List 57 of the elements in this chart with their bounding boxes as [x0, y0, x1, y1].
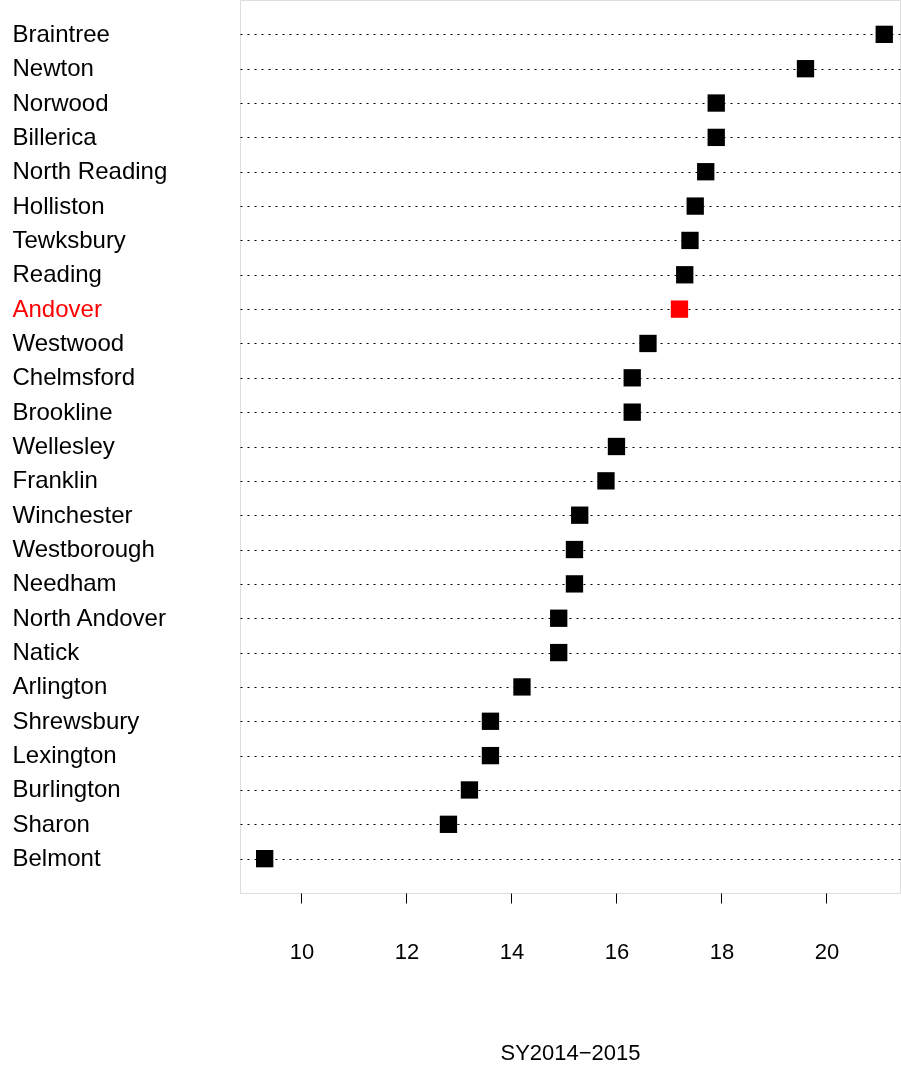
point	[676, 266, 694, 284]
point	[623, 403, 641, 421]
point	[686, 197, 704, 215]
y-tick-label: Westwood	[12, 328, 125, 356]
point	[670, 300, 689, 318]
y-tick-label: Brookline	[12, 397, 113, 425]
x-tick-label: 16	[604, 938, 630, 964]
y-tick-label: Norwood	[12, 88, 109, 116]
y-tick-label: North Reading	[12, 157, 168, 185]
y-tick-label: Newton	[12, 54, 94, 82]
point	[565, 575, 584, 593]
y-tick-label: Arlington	[12, 672, 108, 700]
point	[875, 25, 893, 44]
y-tick-label: Chelmsford	[12, 363, 136, 391]
point	[597, 472, 615, 490]
point	[639, 334, 657, 353]
point	[697, 163, 715, 181]
x-tick-label: 12	[394, 938, 420, 964]
y-tick-label: North Andover	[12, 603, 166, 631]
point	[681, 231, 699, 250]
point	[256, 849, 274, 868]
y-tick-label: Shrewsbury	[12, 706, 140, 734]
y-tick-label: Natick	[12, 638, 81, 666]
y-tick-label: Winchester	[12, 500, 133, 528]
point	[550, 609, 568, 627]
y-tick-label: Franklin	[12, 466, 98, 494]
point	[481, 712, 500, 730]
y-tick-label: Sharon	[12, 809, 90, 837]
y-tick-label: Reading	[12, 260, 102, 288]
y-tick-label: Wellesley	[12, 432, 115, 459]
y-tick-label: Andover	[12, 294, 102, 322]
y-tick-label: Needham	[12, 569, 117, 597]
y-tick-label: Braintree	[12, 19, 110, 47]
point	[707, 94, 725, 112]
x-tick-label: 14	[499, 938, 525, 964]
y-tick-label: Westborough	[12, 535, 155, 563]
point	[550, 643, 568, 662]
x-tick-label: 18	[709, 938, 735, 964]
point	[513, 678, 531, 696]
point	[439, 815, 458, 833]
x-axis-title: SY2014−2015	[500, 1039, 641, 1065]
y-tick-label: Billerica	[12, 122, 98, 150]
y-tick-label: Holliston	[12, 191, 105, 219]
point	[623, 369, 641, 387]
point	[607, 437, 626, 456]
point	[707, 128, 725, 147]
y-tick-label: Tewksbury	[12, 225, 126, 253]
point	[481, 746, 500, 765]
point	[460, 781, 479, 799]
point	[796, 60, 815, 78]
point	[571, 506, 589, 524]
y-tick-label: Lexington	[12, 741, 117, 769]
point	[565, 540, 584, 559]
y-tick-label: Belmont	[12, 844, 101, 872]
x-tick-label: 10	[289, 938, 315, 964]
y-tick-label: Burlington	[12, 775, 121, 803]
x-tick-label: 20	[814, 938, 840, 964]
